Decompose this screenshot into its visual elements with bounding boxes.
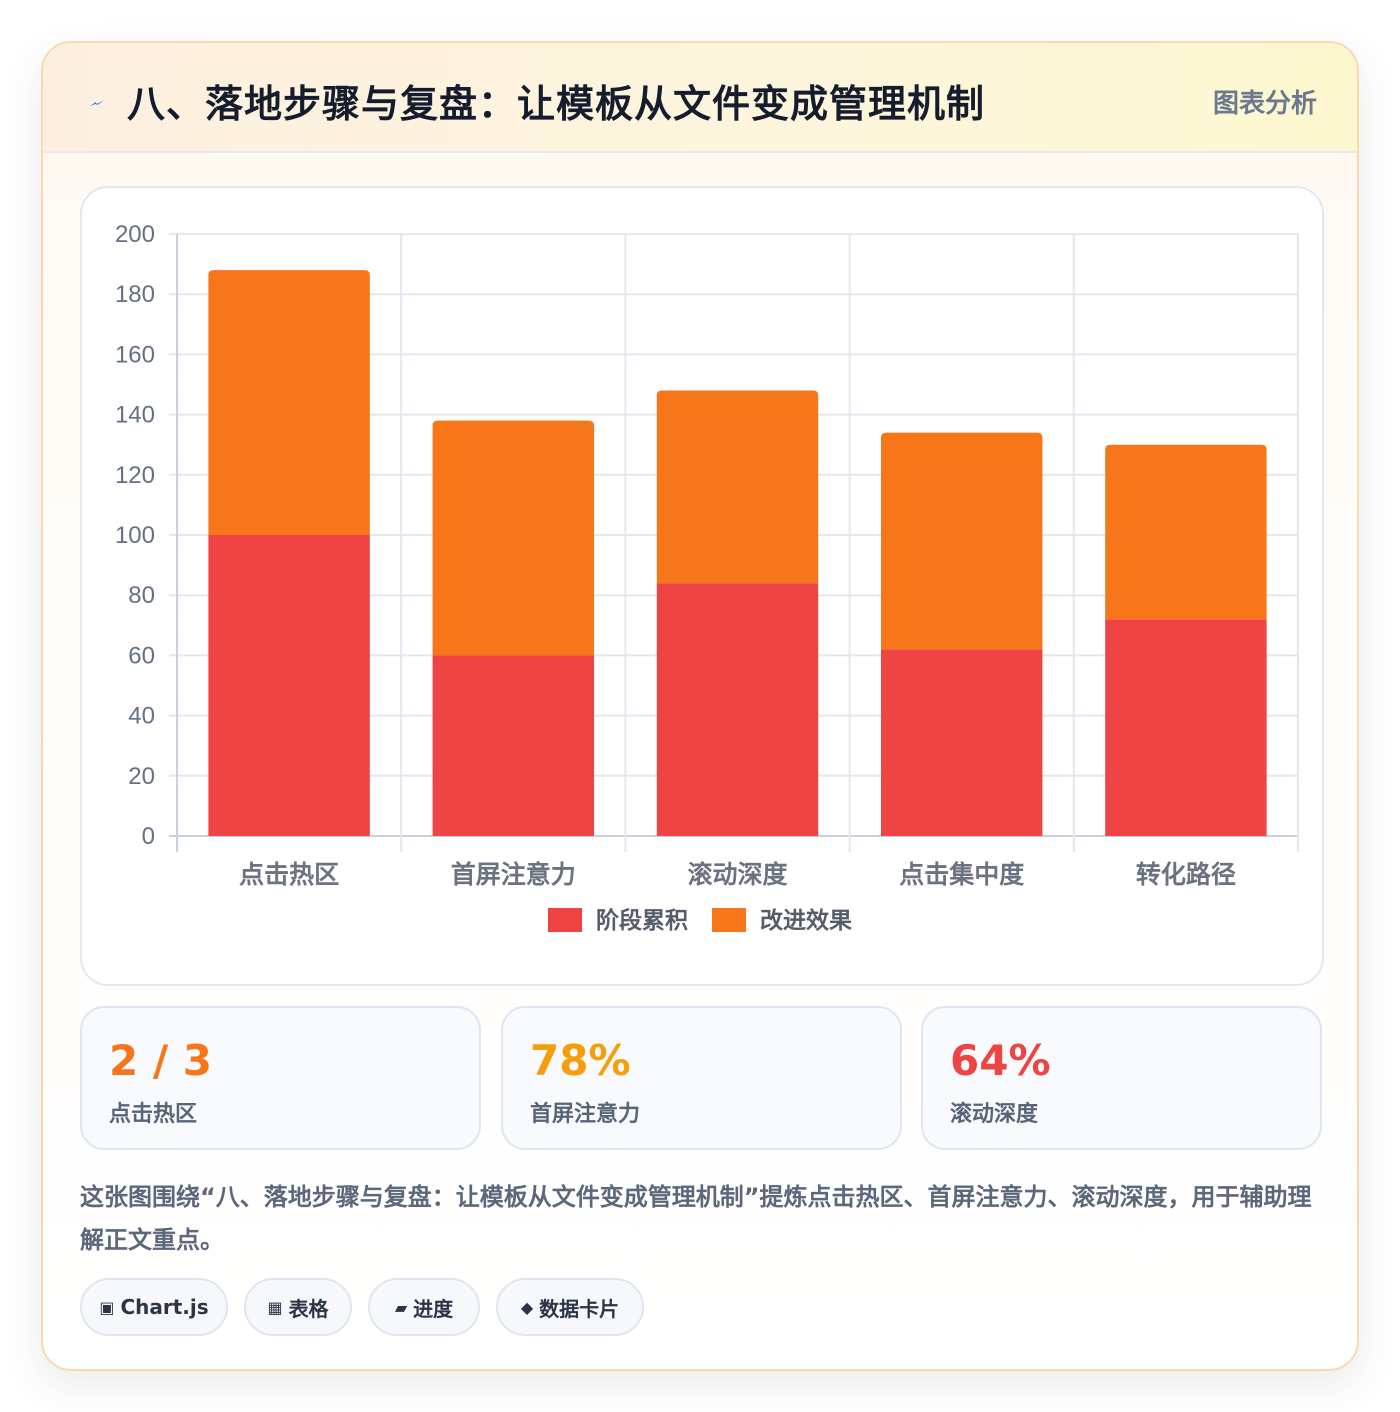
y-tick-label: 140 xyxy=(115,402,155,429)
page-title: 八、落地步骤与复盘：让模板从文件变成管理机制 xyxy=(127,82,986,126)
progress-icon: ▰ xyxy=(394,1297,408,1317)
stat-label: 首屏注意力 xyxy=(530,1102,641,1127)
stat-card: 2 / 3 点击热区 xyxy=(80,1006,481,1150)
chip-label: 进度 xyxy=(413,1296,454,1321)
bar-segment xyxy=(1105,444,1267,620)
bar-segment xyxy=(1105,619,1267,836)
legend-label: 改进效果 xyxy=(760,907,852,934)
data-card-icon: ◆ xyxy=(520,1297,534,1317)
stat-value: 2 / 3 xyxy=(109,1036,213,1085)
chip-label: 数据卡片 xyxy=(539,1296,620,1321)
bar-segment xyxy=(208,270,370,535)
bar-segment xyxy=(880,649,1043,836)
legend-label: 阶段累积 xyxy=(596,907,688,934)
y-tick-label: 80 xyxy=(128,582,155,609)
stat-value: 78% xyxy=(530,1036,631,1085)
bar-segment xyxy=(432,420,595,656)
chip-table[interactable]: ▦ 表格 xyxy=(244,1278,352,1336)
chart-analysis-tag: 图表分析 xyxy=(1212,89,1317,119)
y-tick-label: 40 xyxy=(128,703,155,730)
y-tick-label: 200 xyxy=(115,221,155,248)
chip-progress[interactable]: ▰ 进度 xyxy=(368,1278,480,1336)
stat-label: 滚动深度 xyxy=(950,1102,1039,1127)
chart-card: 八、落地步骤与复盘：让模板从文件变成管理机制 图表分析 0 20 40 60 80 100… xyxy=(41,41,1359,1371)
chart-icon: ▣ xyxy=(99,1297,115,1317)
stat-card: 78% 首屏注意力 xyxy=(501,1006,902,1150)
chip-label: Chart.js xyxy=(120,1295,209,1319)
x-tick-label: 滚动深度 xyxy=(687,860,787,889)
y-tick-label: 160 xyxy=(115,341,155,368)
stats-row: 2 / 3 点击热区 78% 首屏注意力 64% 滚动深度 xyxy=(80,1006,1324,1150)
y-tick-label: 100 xyxy=(115,522,155,549)
x-tick-label: 转化路径 xyxy=(1136,860,1236,889)
stat-label: 点击热区 xyxy=(109,1102,198,1127)
table-icon: ▦ xyxy=(267,1297,283,1317)
y-tick-label: 60 xyxy=(128,642,155,669)
chart-panel: 0 20 40 60 80 100 120 140 160 180 200 点击热区 首屏注意力 滚动深度… xyxy=(80,186,1324,986)
x-tick-label: 首屏注意力 xyxy=(451,860,576,889)
card-header: 八、落地步骤与复盘：让模板从文件变成管理机制 图表分析 xyxy=(43,43,1357,153)
bar-segment xyxy=(880,432,1043,650)
chart-description: 这张图围绕“八、落地步骤与复盘：让模板从文件变成管理机制”提炼点击热区、首屏注意… xyxy=(80,1183,1312,1254)
y-tick-label: 120 xyxy=(115,462,155,489)
x-tick-label: 点击集中度 xyxy=(899,860,1024,889)
lightning-icon xyxy=(90,100,104,106)
stacked-bar-chart: 0 20 40 60 80 100 120 140 160 180 200 点击热区 首屏注意力 滚动深度… xyxy=(115,221,1299,934)
chip-label: 表格 xyxy=(288,1296,329,1321)
stat-card: 64% 滚动深度 xyxy=(921,1006,1322,1150)
chip-data-card[interactable]: ◆ 数据卡片 xyxy=(496,1278,644,1336)
x-tick-label: 点击热区 xyxy=(239,860,339,889)
y-tick-label: 20 xyxy=(128,763,155,790)
bar-segment xyxy=(656,583,819,836)
chip-chartjs[interactable]: ▣ Chart.js xyxy=(80,1278,228,1336)
y-tick-label: 180 xyxy=(115,281,155,308)
bar-segment xyxy=(432,655,595,836)
stat-value: 64% xyxy=(950,1036,1051,1085)
bar-segment xyxy=(208,535,370,836)
legend-swatch xyxy=(548,908,582,932)
bar-segment xyxy=(656,390,819,584)
legend-swatch xyxy=(712,908,746,932)
y-tick-label: 0 xyxy=(142,823,155,850)
